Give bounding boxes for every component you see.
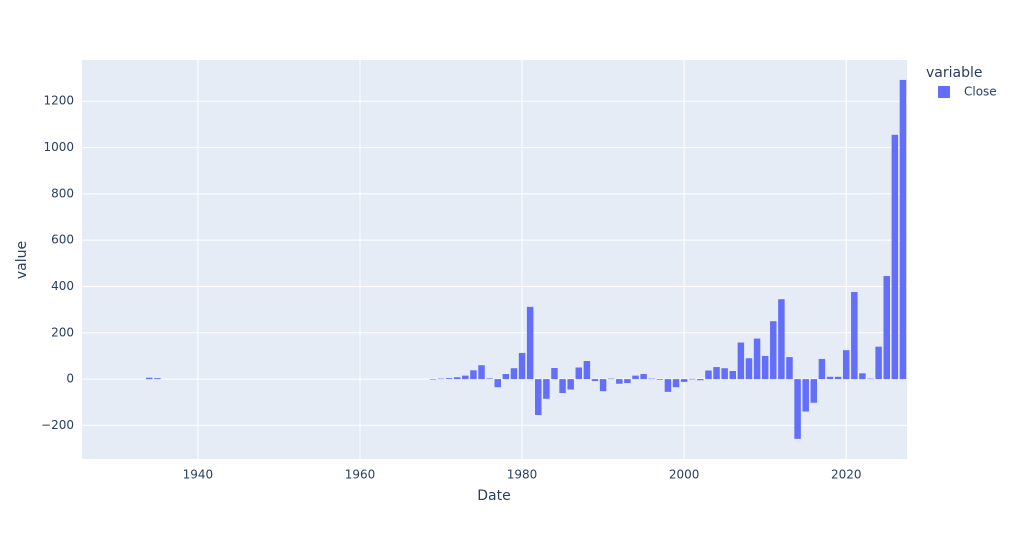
bar xyxy=(656,379,664,380)
bar xyxy=(470,370,477,380)
bar xyxy=(154,378,161,380)
bar xyxy=(802,379,809,412)
bar xyxy=(818,358,826,380)
bar xyxy=(810,379,818,403)
bar xyxy=(761,355,769,380)
plot-area xyxy=(82,60,907,459)
bar xyxy=(453,377,461,380)
bar xyxy=(883,276,890,380)
bar xyxy=(575,367,583,380)
bar xyxy=(616,379,623,384)
bar xyxy=(697,379,704,381)
bar xyxy=(478,365,485,380)
y-tick-label: 0 xyxy=(66,372,74,386)
x-tick-label: 1980 xyxy=(507,468,538,482)
bar xyxy=(445,378,453,380)
bar xyxy=(664,379,672,392)
y-tick-label: 1200 xyxy=(43,94,74,108)
y-axis-title: value xyxy=(14,241,30,279)
bar xyxy=(899,79,907,380)
x-axis-title: Date xyxy=(477,488,510,504)
bar xyxy=(535,379,542,416)
bar xyxy=(146,377,153,380)
bar xyxy=(753,338,761,380)
bar xyxy=(607,378,615,380)
bar xyxy=(648,378,655,380)
y-tick-label: 600 xyxy=(51,233,74,247)
bar xyxy=(875,346,882,380)
bar xyxy=(770,321,777,380)
bar xyxy=(713,367,720,380)
x-tick-label: 2000 xyxy=(669,468,700,482)
y-tick-label: 400 xyxy=(51,279,74,293)
bar xyxy=(559,379,566,394)
legend-swatch xyxy=(938,86,950,98)
y-tick-label: 200 xyxy=(51,325,74,339)
bar xyxy=(510,368,518,380)
bar xyxy=(826,376,834,380)
bar xyxy=(721,368,728,380)
bar xyxy=(737,342,745,380)
y-tick-label: 800 xyxy=(51,186,74,200)
legend-label: Close xyxy=(964,85,997,99)
bar xyxy=(680,379,688,382)
bar xyxy=(429,379,437,380)
bar xyxy=(502,374,510,380)
y-tick-label: −200 xyxy=(41,418,74,432)
legend-title: variable xyxy=(926,65,982,81)
bar xyxy=(551,367,558,380)
bar xyxy=(599,379,607,392)
bar xyxy=(778,299,785,380)
x-tick-label: 2020 xyxy=(831,468,862,482)
bar xyxy=(705,370,712,380)
bar xyxy=(891,134,899,380)
bar xyxy=(851,292,858,380)
bar xyxy=(745,358,753,380)
bar xyxy=(834,376,842,380)
bar xyxy=(543,379,550,399)
bar xyxy=(583,361,591,380)
bar xyxy=(672,379,680,388)
bar xyxy=(591,379,599,381)
bar xyxy=(688,378,696,380)
y-tick-label: 1000 xyxy=(43,140,74,154)
x-tick-label: 1940 xyxy=(183,468,214,482)
bar xyxy=(729,371,737,380)
bar xyxy=(794,379,801,439)
bar xyxy=(640,374,647,380)
bar xyxy=(842,350,850,380)
x-tick-label: 1960 xyxy=(345,468,376,482)
bar xyxy=(462,375,469,380)
bar xyxy=(518,352,526,380)
bar xyxy=(526,306,534,380)
bar xyxy=(786,357,793,380)
bar xyxy=(624,379,631,384)
bar xyxy=(859,373,866,380)
bar xyxy=(567,379,574,390)
bar xyxy=(867,378,874,380)
bar xyxy=(486,378,493,380)
bar xyxy=(437,378,445,380)
bar xyxy=(494,379,501,388)
bar xyxy=(632,375,639,380)
